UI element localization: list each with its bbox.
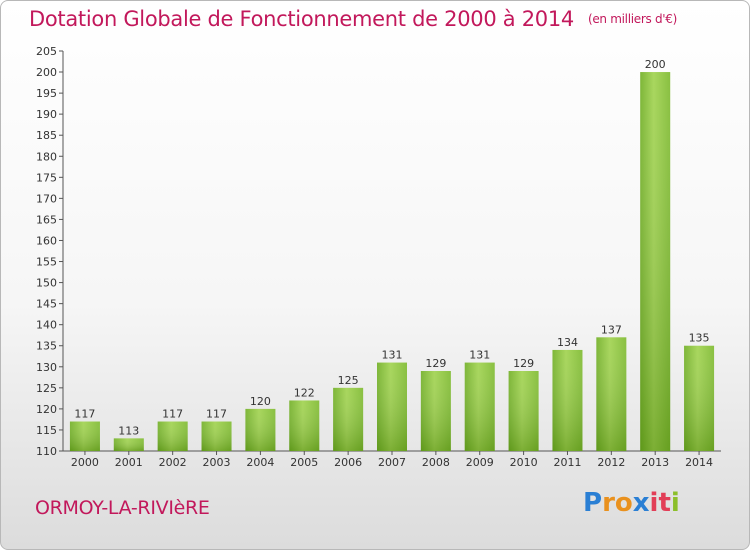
logo-letter-3: x	[632, 488, 650, 518]
y-tick-label: 155	[36, 256, 57, 269]
y-tick-label: 150	[36, 277, 57, 290]
x-tick-label: 2008	[422, 456, 450, 469]
logo-letter-5: i	[670, 488, 680, 518]
y-tick-label: 175	[36, 171, 57, 184]
y-tick-label: 165	[36, 213, 57, 226]
bar-value-label: 129	[425, 357, 446, 370]
y-tick-label: 205	[36, 45, 57, 58]
x-tick-label: 2013	[641, 456, 669, 469]
bar-shade	[508, 371, 539, 451]
y-tick-label: 195	[36, 87, 57, 100]
bar-shade	[377, 362, 407, 451]
bar-shade	[245, 408, 276, 451]
y-tick-label: 120	[36, 403, 57, 416]
bar-value-label: 117	[74, 408, 95, 421]
logo-letter-2: ro	[602, 488, 633, 518]
bar-value-label: 131	[382, 349, 403, 362]
y-tick-label: 180	[36, 150, 57, 163]
bar-shade	[640, 72, 671, 451]
x-tick-label: 2006	[334, 456, 362, 469]
bar-shade	[464, 362, 495, 451]
y-tick-label: 115	[36, 424, 57, 437]
y-tick-label: 135	[36, 340, 57, 353]
chart-unit: (en milliers d'€)	[587, 12, 677, 26]
y-tick-label: 170	[36, 192, 57, 205]
bar-value-label: 200	[645, 58, 666, 71]
bar-value-label: 129	[513, 357, 534, 370]
bar-shade	[69, 421, 100, 451]
y-tick-label: 145	[36, 298, 57, 311]
bar-value-label: 125	[338, 374, 359, 387]
city-name: ORMOY-LA-RIVIèRE	[35, 497, 210, 519]
bar-value-label: 122	[294, 386, 315, 399]
y-tick-label: 130	[36, 361, 57, 374]
bar-shade	[157, 421, 188, 451]
bar-shade	[113, 438, 144, 451]
x-tick-label: 2002	[159, 456, 187, 469]
bar-value-label: 135	[689, 332, 710, 345]
x-tick-label: 2009	[466, 456, 494, 469]
y-tick-label: 125	[36, 382, 57, 395]
x-tick-label: 2007	[378, 456, 406, 469]
y-tick-label: 190	[36, 108, 57, 121]
bar-shade	[684, 345, 715, 451]
y-tick-label: 200	[36, 66, 57, 79]
bar-shade	[420, 371, 451, 451]
y-tick-label: 160	[36, 234, 57, 247]
x-tick-label: 2011	[553, 456, 581, 469]
chart-title-text: Dotation Globale de Fonctionnement de 20…	[29, 7, 574, 31]
x-tick-label: 2001	[115, 456, 143, 469]
proxiti-logo[interactable]: Proxiti	[583, 488, 680, 518]
bar-value-label: 131	[469, 349, 490, 362]
bar-value-label: 113	[118, 424, 139, 437]
bar-value-label: 117	[206, 408, 227, 421]
x-tick-label: 2010	[510, 456, 538, 469]
axes: 110 115 120 125 130 135 140 145 150 155 160 165 170 1…	[36, 45, 721, 469]
y-tick-label: 110	[36, 445, 57, 458]
logo-letter-1: P	[583, 488, 603, 518]
bar-value-label: 120	[250, 395, 271, 408]
x-tick-label: 2014	[685, 456, 713, 469]
bar-shade	[596, 337, 627, 451]
bar-value-label: 137	[601, 323, 622, 336]
x-tick-label: 2000	[71, 456, 99, 469]
x-tick-label: 2004	[246, 456, 274, 469]
bar-value-label: 117	[162, 408, 183, 421]
x-tick-label: 2003	[203, 456, 231, 469]
chart-title: Dotation Globale de Fonctionnement de 20…	[29, 7, 677, 31]
bar-shade	[333, 387, 364, 451]
bar-value-label: 134	[557, 336, 578, 349]
y-tick-label: 140	[36, 319, 57, 332]
x-tick-label: 2012	[597, 456, 625, 469]
bars: 117 113 117 117 120 122 125 131 129 131 129 134 137 2…	[69, 58, 715, 451]
y-tick-label: 185	[36, 129, 57, 142]
bar-shade	[289, 400, 320, 451]
bar-shade	[201, 421, 232, 451]
bar-shade	[552, 349, 583, 451]
logo-letter-4: it	[649, 488, 671, 518]
x-tick-label: 2005	[290, 456, 318, 469]
